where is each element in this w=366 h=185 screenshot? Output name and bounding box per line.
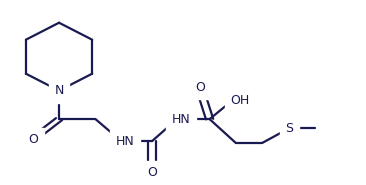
Text: S: S	[285, 122, 294, 135]
Text: O: O	[195, 81, 205, 94]
Text: OH: OH	[230, 94, 250, 107]
Text: HN: HN	[172, 113, 191, 126]
Text: HN: HN	[115, 135, 134, 148]
Text: N: N	[54, 84, 64, 97]
Text: O: O	[147, 166, 157, 179]
Text: O: O	[29, 133, 38, 146]
